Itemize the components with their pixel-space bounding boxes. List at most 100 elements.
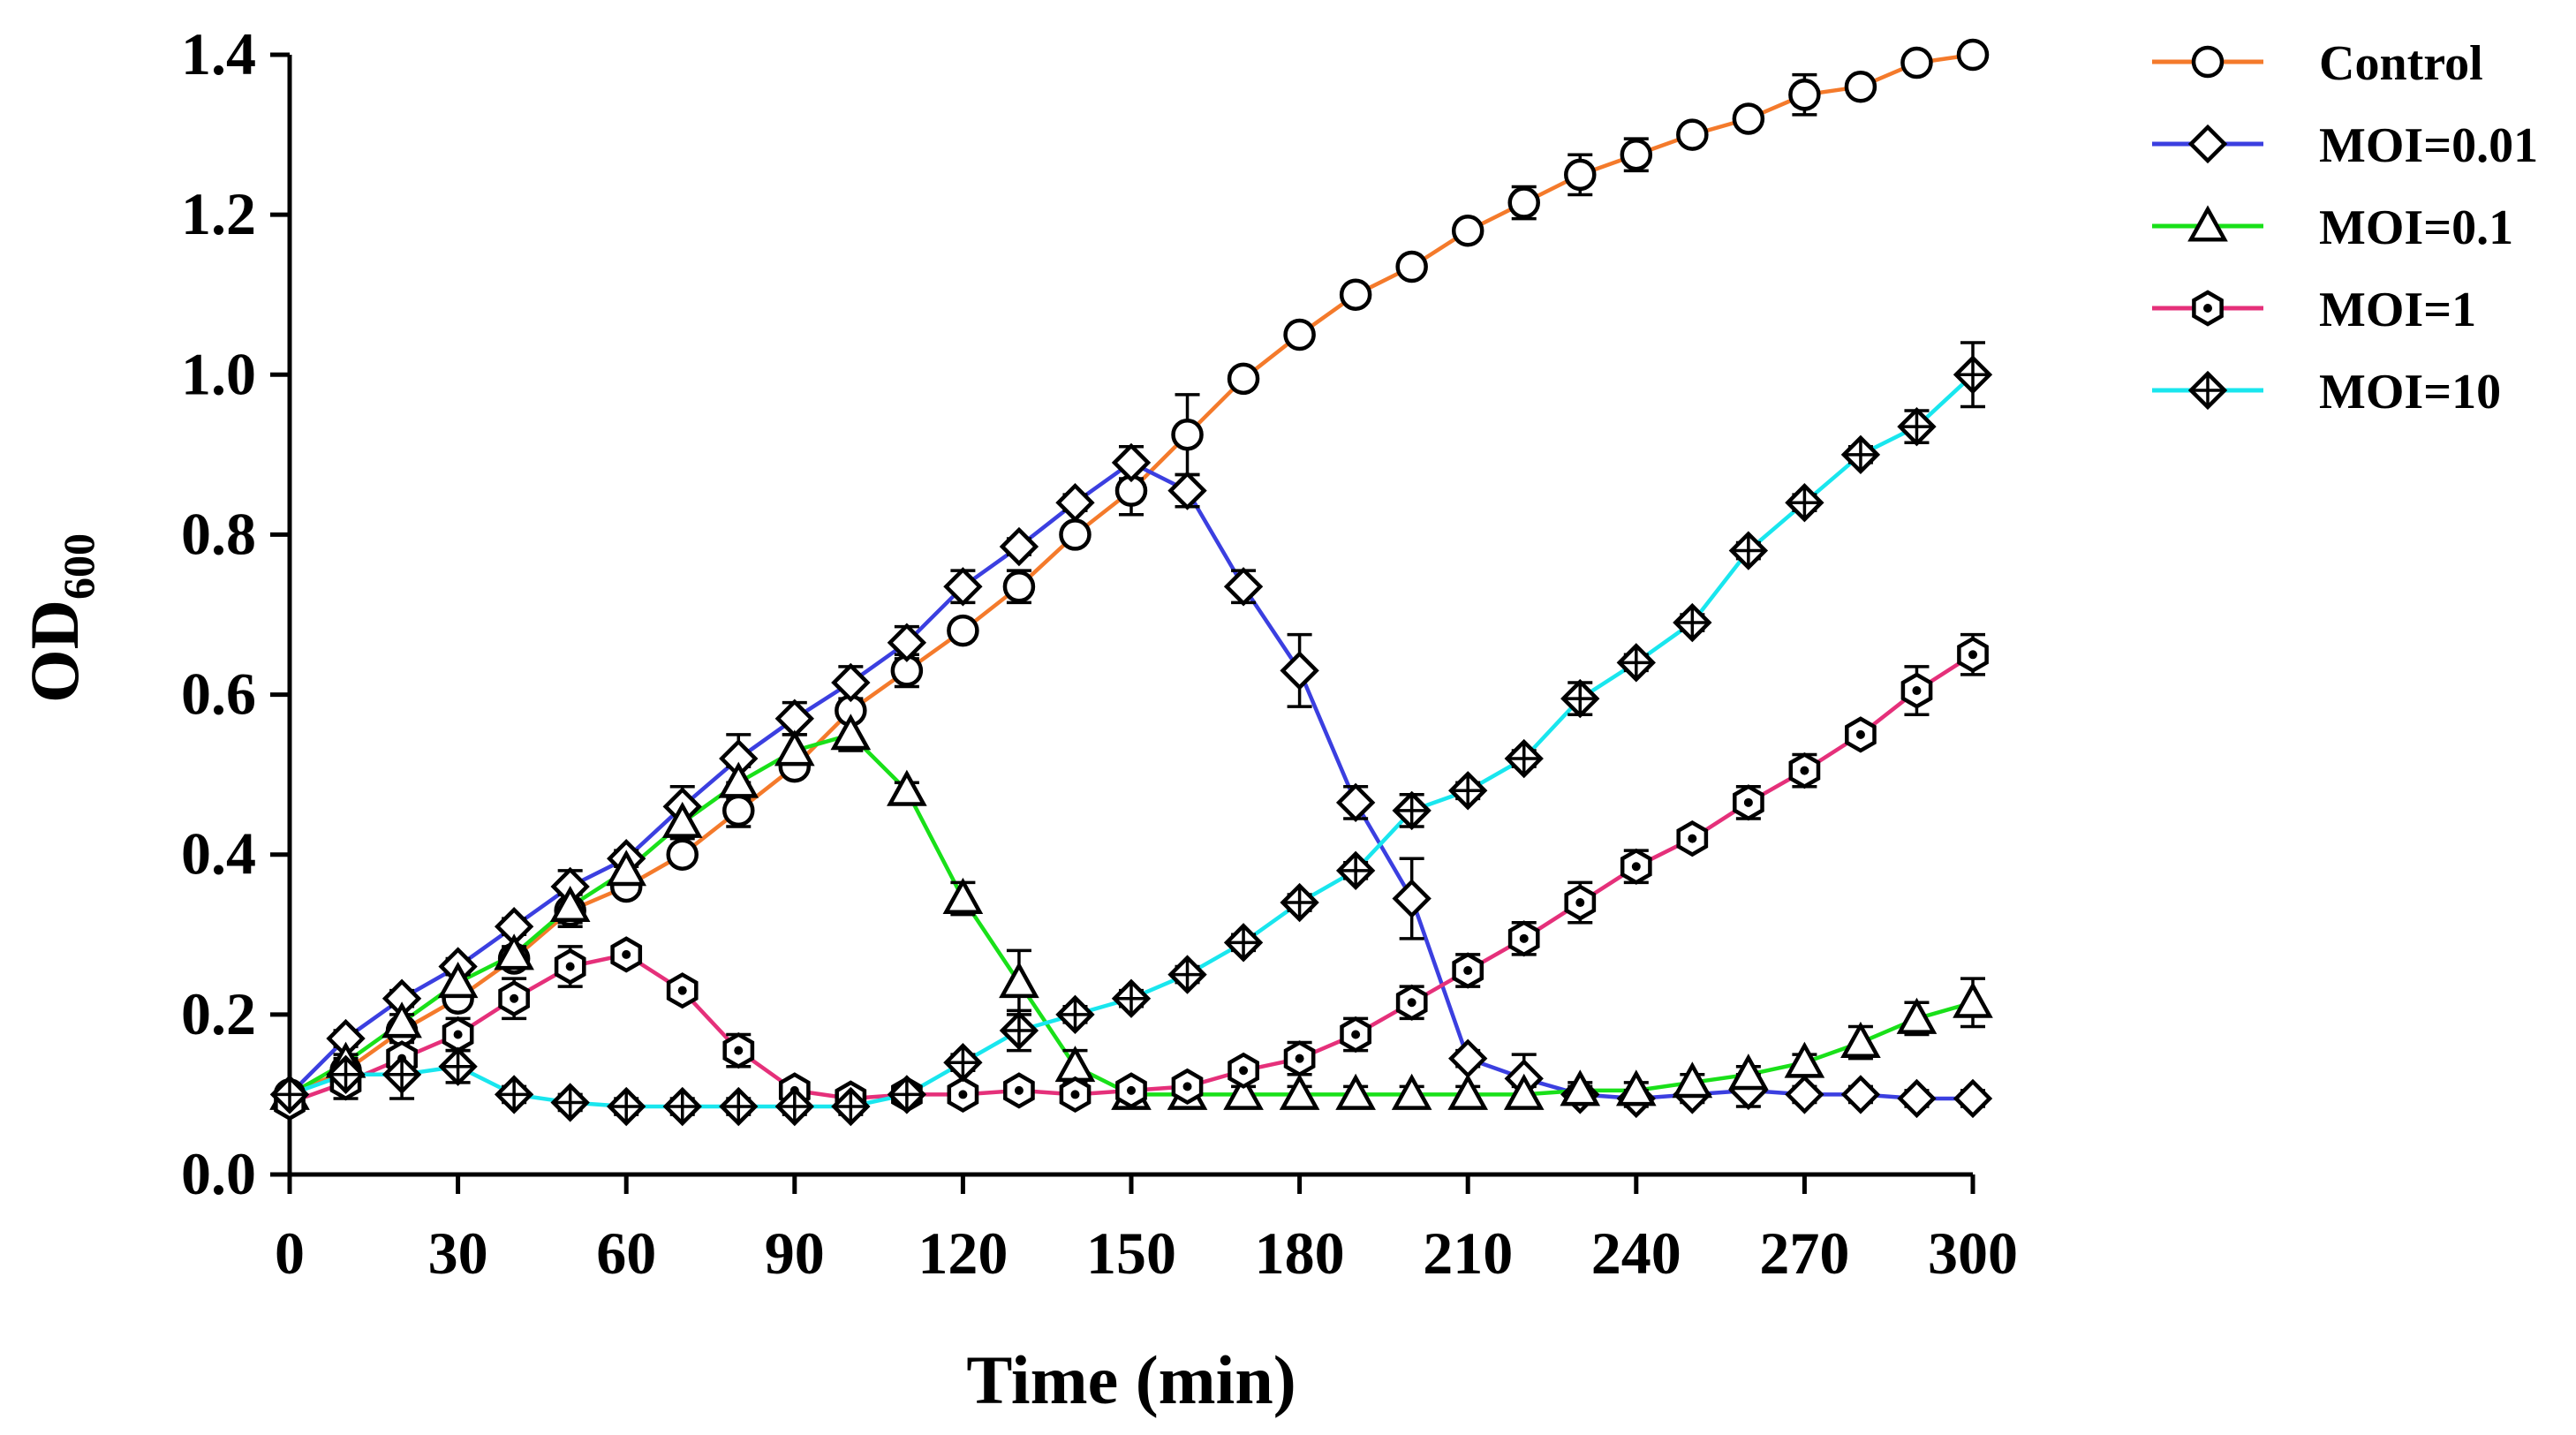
data-point <box>1785 483 1824 523</box>
legend-marker <box>2187 205 2228 242</box>
data-point <box>1840 434 1881 475</box>
data-point <box>1223 1073 1264 1110</box>
data-point <box>1676 820 1709 857</box>
data-point <box>1395 984 1428 1021</box>
data-point <box>437 961 479 999</box>
data-point <box>610 936 643 973</box>
legend: Control MOI=0.01 MOI=0.1 MOI=1 MOI=10 <box>2152 36 2538 419</box>
hexagon-center-dot <box>1519 933 1529 943</box>
data-point <box>606 850 647 887</box>
data-point <box>1620 138 1653 171</box>
data-point <box>887 769 927 806</box>
data-point <box>1900 46 1933 79</box>
data-point <box>494 933 534 971</box>
data-point <box>1560 678 1600 719</box>
x-tick-label: 120 <box>918 1220 1008 1287</box>
x-tick-label: 30 <box>428 1220 488 1287</box>
legend-marker <box>2187 370 2228 411</box>
y-tick-label: 1.2 <box>181 180 256 247</box>
data-point <box>1840 1075 1881 1114</box>
y-tick-label: 0.8 <box>181 500 256 567</box>
data-point <box>1167 955 1207 994</box>
data-point <box>1788 79 1821 111</box>
legend-item: MOI=1 <box>2152 283 2476 337</box>
y-tick-label: 1.4 <box>181 20 256 87</box>
data-point <box>1840 1021 1881 1059</box>
data-point <box>887 1075 927 1114</box>
hexagon-center-dot <box>1070 1090 1080 1099</box>
data-point <box>1223 567 1264 607</box>
hexagon-center-dot <box>565 962 575 971</box>
data-point <box>722 794 755 827</box>
hexagon-center-dot <box>1855 729 1865 739</box>
data-point <box>554 948 586 986</box>
data-point <box>1503 1073 1545 1110</box>
data-point <box>947 1076 979 1113</box>
hexagon-center-dot <box>1351 1030 1361 1039</box>
legend-label: MOI=0.1 <box>2319 200 2513 255</box>
data-point <box>1616 643 1656 683</box>
data-point <box>1340 1016 1371 1054</box>
y-axis-title: OD600 <box>16 533 103 703</box>
data-point <box>498 980 530 1017</box>
data-point <box>722 1032 755 1069</box>
data-point <box>774 729 815 767</box>
data-point <box>1223 923 1264 963</box>
y-axis-title-main: OD <box>16 600 93 703</box>
data-point <box>1451 215 1484 247</box>
legend-item: MOI=10 <box>2152 365 2501 419</box>
hexagon-center-dot <box>510 993 519 1003</box>
data-point <box>1391 1073 1432 1110</box>
data-point <box>1452 952 1484 989</box>
data-point <box>718 761 759 798</box>
legend-marker <box>2187 124 2228 164</box>
data-point <box>666 838 699 871</box>
data-point <box>999 961 1039 999</box>
hexagon-center-dot <box>1127 1085 1136 1095</box>
data-point <box>550 1083 590 1122</box>
data-point <box>1171 1068 1204 1105</box>
data-point <box>831 662 871 703</box>
hexagon-center-dot <box>1014 1085 1024 1095</box>
data-point <box>1003 1072 1035 1109</box>
data-point <box>1788 752 1821 789</box>
data-point <box>947 614 979 647</box>
data-point <box>666 972 699 1009</box>
data-point <box>1280 651 1319 691</box>
data-point <box>1615 1069 1657 1106</box>
hexagon-center-dot <box>1463 966 1473 976</box>
data-point <box>1054 1046 1096 1083</box>
data-point <box>1283 1040 1316 1077</box>
data-point <box>269 1075 310 1114</box>
axes: 0.0 0.2 0.4 0.6 0.8 1.0 1.2 1.4 0 30 60 90 120 150 180… <box>181 20 2018 1287</box>
data-point <box>494 1075 534 1114</box>
data-point <box>1055 483 1095 523</box>
data-point <box>1111 442 1152 483</box>
data-point <box>1560 1069 1601 1106</box>
data-point <box>1507 920 1540 957</box>
data-point <box>719 1086 759 1127</box>
data-point <box>1733 784 1764 821</box>
x-tick-label: 90 <box>765 1220 825 1287</box>
data-point <box>1339 278 1372 311</box>
y-tick-label: 0.4 <box>181 820 256 887</box>
x-tick-label: 270 <box>1759 1220 1849 1287</box>
hexagon-center-dot <box>1968 650 1977 660</box>
data-point <box>943 1043 983 1083</box>
legend-marker <box>2192 290 2224 327</box>
hexagon-center-dot <box>958 1090 968 1099</box>
data-point <box>381 1054 422 1094</box>
hexagon-center-dot <box>1407 998 1416 1008</box>
data-point <box>1059 518 1092 551</box>
y-tick-label: 0.2 <box>181 980 256 1047</box>
data-point <box>1448 1038 1488 1078</box>
data-point <box>661 801 703 838</box>
hexagon-center-dot <box>677 986 687 995</box>
legend-label: Control <box>2319 36 2483 91</box>
y-tick-label: 0.0 <box>181 1140 256 1207</box>
data-point <box>1111 978 1152 1018</box>
data-point <box>1673 602 1712 643</box>
data-point <box>1785 1075 1824 1114</box>
data-point <box>1227 362 1260 396</box>
